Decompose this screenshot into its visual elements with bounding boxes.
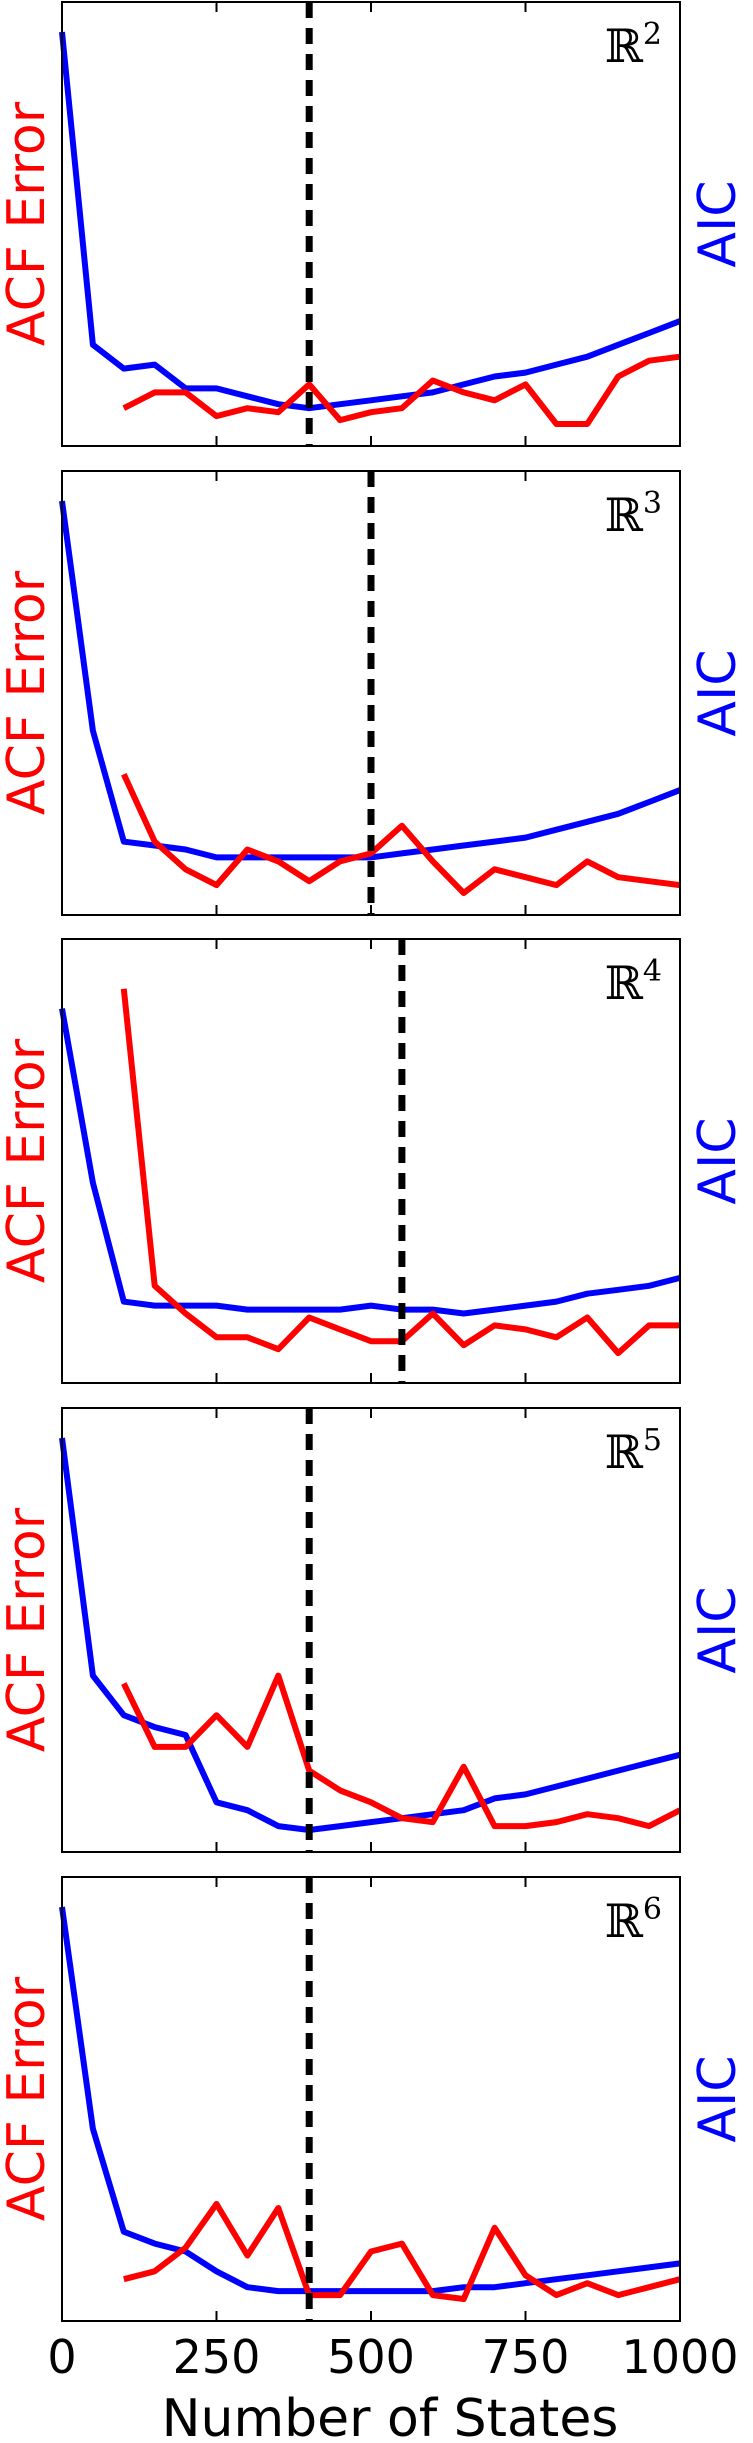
right-axis-label: AIC	[688, 1117, 748, 1204]
panel-space-label: ℝ5	[605, 1423, 662, 1479]
x-tick-label: 500	[327, 2330, 415, 2384]
x-tick-label: 1000	[621, 2330, 738, 2384]
panel-3: ACF Error AIC ℝ4	[0, 938, 748, 1384]
left-axis-label: ACF Error	[0, 570, 57, 815]
panel-space-label: ℝ3	[605, 486, 662, 542]
aic-line	[59, 1437, 681, 1833]
acf-error-line	[121, 772, 681, 896]
acf-error-line	[122, 353, 681, 427]
panel-1: ACF Error AIC ℝ2	[0, 1, 748, 447]
panel-5: ACF Error AIC ℝ6	[0, 1876, 748, 2322]
x-tick-label: 250	[173, 2330, 261, 2384]
panel-frame	[61, 1, 681, 447]
panel-frame	[61, 1407, 681, 1853]
left-axis-label: ACF Error	[0, 1976, 57, 2221]
panel-4: ACF Error AIC ℝ5	[0, 1407, 748, 1853]
acf-error-line	[123, 2201, 681, 2302]
left-axis-label: ACF Error	[0, 1038, 57, 1283]
acf-error-line	[121, 1672, 682, 1830]
chart-panels: ACF Error AIC ℝ2 ACF Error AIC ℝ3 ACF Error AIC…	[0, 1, 748, 2322]
panel-space-label: ℝ4	[605, 954, 662, 1010]
aic-line	[59, 1906, 681, 2295]
aic-line	[59, 31, 682, 412]
x-axis: 0 250 500 750 1000	[47, 2330, 738, 2384]
panel-space-label: ℝ2	[605, 17, 662, 73]
left-axis-label: ACF Error	[0, 1507, 57, 1752]
right-axis-label: AIC	[688, 2055, 748, 2142]
left-axis-label: ACF Error	[0, 101, 57, 346]
right-axis-label: AIC	[688, 180, 748, 267]
aic-line	[59, 1008, 681, 1317]
right-axis-label: AIC	[688, 649, 748, 736]
panel-space-label: ℝ6	[605, 1892, 662, 1948]
panel-2: ACF Error AIC ℝ3	[0, 470, 748, 916]
x-tick-label: 0	[47, 2330, 76, 2384]
x-axis-label: Number of States	[162, 2389, 619, 2443]
x-tick-label: 750	[482, 2330, 570, 2384]
right-axis-label: AIC	[688, 1586, 748, 1673]
